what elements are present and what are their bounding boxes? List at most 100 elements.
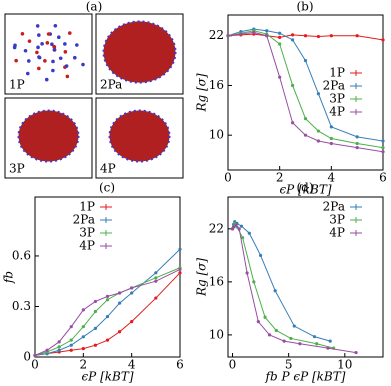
data-point — [278, 35, 282, 39]
panel-label: (d) — [296, 181, 313, 195]
data-point — [117, 301, 122, 305]
legend-label: 3P — [329, 213, 345, 227]
y-tick-label: 16 — [209, 78, 224, 92]
data-point — [316, 129, 321, 133]
legend-label: 4P — [79, 239, 95, 253]
data-point — [274, 328, 278, 333]
data-point — [237, 227, 241, 231]
x-tick-label: 6 — [176, 358, 184, 372]
data-point — [117, 291, 122, 295]
data-point — [355, 141, 359, 146]
polymer-bead — [67, 31, 72, 35]
polymer-bead — [52, 44, 56, 49]
data-point — [69, 325, 73, 329]
polymer-bead — [46, 32, 51, 36]
legend-label: 2Pa — [323, 79, 345, 93]
polymer-bead — [81, 62, 85, 67]
data-point — [226, 34, 230, 38]
x-axis-label: ϵP [kBT] — [81, 370, 133, 384]
polymer-globule — [108, 109, 171, 163]
data-point — [178, 247, 182, 251]
data-point — [245, 271, 249, 275]
polymer-bead — [35, 50, 39, 55]
panel-label: (c) — [99, 181, 115, 195]
polymer-bead — [51, 68, 55, 73]
series-line — [227, 30, 384, 149]
data-point — [290, 83, 295, 88]
data-point — [93, 309, 98, 314]
x-tick-label: 5 — [285, 358, 293, 372]
data-point — [316, 34, 321, 39]
data-point — [57, 345, 61, 349]
data-point — [315, 342, 319, 346]
data-point — [105, 294, 110, 298]
data-point — [354, 350, 358, 355]
polymer-bead — [14, 58, 18, 63]
data-point — [263, 315, 267, 319]
data-point — [381, 150, 385, 154]
legend-label: 4P — [329, 105, 345, 119]
polymer-bead — [35, 24, 40, 28]
data-point — [93, 343, 98, 347]
plot-frame — [227, 14, 384, 171]
data-point — [105, 338, 110, 342]
polymer-bead — [52, 47, 57, 52]
x-axis-label: ϵP [kBT] — [279, 183, 331, 197]
polymer-bead — [45, 41, 50, 45]
data-point — [290, 38, 295, 42]
polymer-bead — [23, 48, 28, 53]
snapshot-frame — [4, 13, 93, 95]
y-axis-label: Rg [σ] — [195, 73, 209, 112]
polymer-bead — [12, 45, 17, 50]
x-tick-label: 4 — [328, 171, 336, 185]
x-tick-label: 0 — [224, 171, 232, 185]
data-point — [69, 343, 73, 347]
legend-label: 2Pa — [73, 213, 95, 227]
x-tick-label: 2 — [80, 358, 88, 372]
data-point — [33, 353, 37, 357]
legend-label: 1P — [79, 200, 95, 214]
polymer-bead — [20, 32, 25, 36]
data-point — [290, 121, 295, 125]
data-point — [328, 339, 332, 343]
polymer-bead — [75, 43, 79, 47]
data-point — [117, 330, 122, 334]
data-point — [278, 42, 282, 46]
x-tick-label: 0 — [31, 358, 39, 372]
data-point — [298, 342, 302, 346]
series-line — [34, 268, 181, 356]
polymer-globule — [102, 20, 177, 84]
data-point — [278, 75, 282, 79]
y-tick-label: 0 — [23, 350, 31, 364]
legend-label: 1P — [329, 66, 345, 80]
legend-label: 3P — [329, 92, 345, 106]
series-line — [232, 220, 331, 342]
data-point — [289, 336, 293, 341]
polymer-bead — [51, 59, 55, 64]
data-point — [81, 308, 85, 312]
snapshot-label: 3P — [9, 162, 25, 176]
data-point — [265, 34, 269, 38]
data-point — [267, 333, 272, 337]
y-tick-label: 10 — [209, 128, 224, 142]
data-point — [265, 29, 269, 33]
y-tick-label: 16 — [209, 274, 224, 288]
data-point — [316, 139, 321, 143]
data-point — [57, 348, 61, 352]
data-point — [303, 34, 308, 38]
polymer-bead — [53, 24, 58, 28]
legend-label: 2Pa — [323, 200, 345, 214]
polymer-bead — [63, 42, 67, 46]
x-tick-label: 0 — [229, 358, 237, 372]
polymer-bead — [56, 35, 61, 40]
panel-label: (a) — [86, 0, 103, 14]
data-point — [93, 326, 98, 330]
data-point — [154, 279, 158, 283]
data-point — [81, 346, 85, 351]
data-point — [178, 271, 182, 275]
data-point — [252, 30, 256, 35]
data-point — [232, 225, 236, 229]
polymer-bead — [36, 45, 40, 50]
series-line — [232, 224, 357, 354]
x-axis-label: fb P ϵP [kBT] — [265, 370, 346, 384]
